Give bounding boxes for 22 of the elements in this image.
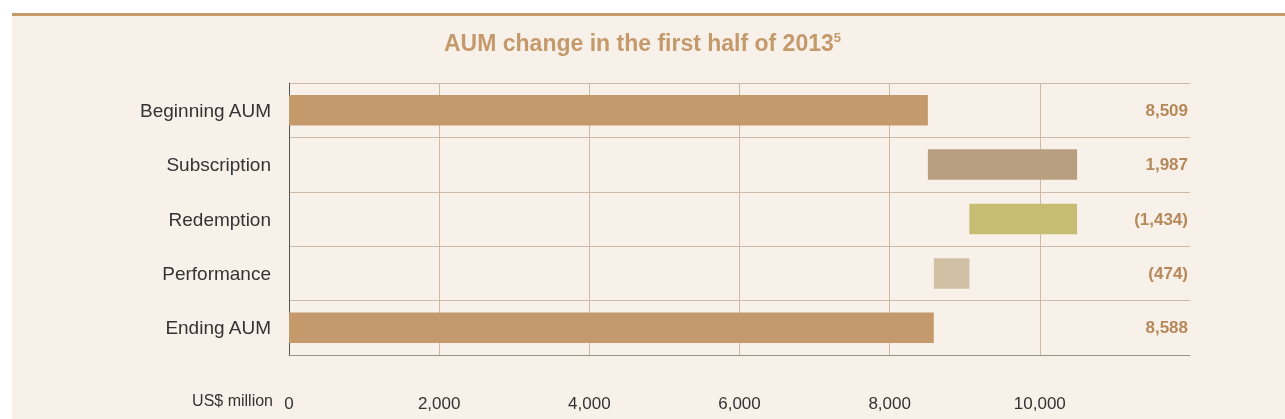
data-label: 8,509: [1145, 100, 1188, 120]
bar: [933, 258, 970, 289]
y-tick-label: Performance: [162, 262, 271, 284]
x-tick-label: 10,000: [1013, 394, 1066, 413]
x-tick-label: 4,000: [568, 394, 611, 413]
bar: [289, 312, 934, 344]
x-tick-label: 8,000: [868, 394, 911, 413]
y-tick-label: Subscription: [166, 154, 271, 176]
x-axis-title: US$ million: [192, 391, 273, 409]
y-tick-label: Beginning AUM: [140, 99, 271, 121]
y-tick-label: Ending AUM: [165, 317, 271, 339]
data-label: 8,588: [1145, 318, 1188, 338]
x-tick-label: 2,000: [417, 394, 461, 413]
y-tick-label: Redemption: [168, 208, 271, 230]
x-tick-label: 6,000: [718, 394, 761, 413]
x-tick-label: 0: [284, 394, 294, 413]
bar: [927, 149, 1078, 180]
bar: [969, 203, 1078, 235]
data-label: (474): [1148, 263, 1188, 283]
bar: [289, 94, 928, 126]
data-label: (1,434): [1134, 209, 1188, 229]
data-label: 1,987: [1145, 155, 1188, 175]
